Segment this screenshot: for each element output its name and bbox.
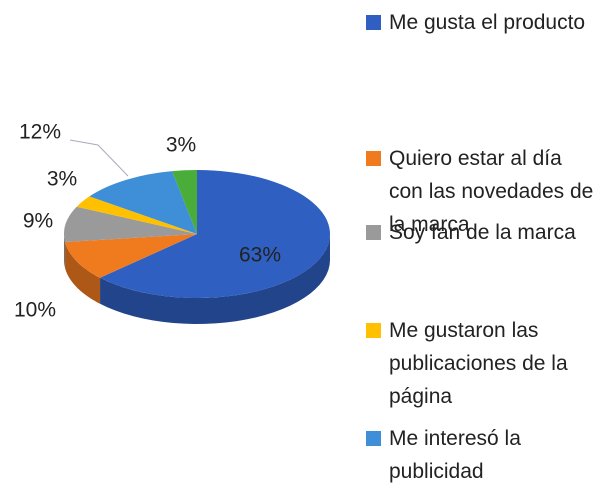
- slice-side: [64, 234, 66, 269]
- legend-label: Me gusta el producto: [389, 11, 586, 34]
- legend-swatch: [366, 323, 381, 338]
- legend-swatch: [366, 431, 381, 446]
- leader-line: [69, 139, 129, 177]
- legend-label: Quiero estar al día con las novedades de…: [389, 147, 594, 236]
- data-label: 3%: [166, 134, 196, 157]
- legend-label: Me interesó la publicidad: [389, 427, 521, 483]
- data-label: 63%: [239, 244, 281, 267]
- slice: [76, 196, 197, 234]
- legend-swatch: [366, 151, 381, 166]
- legend-label: Me gustaron las publicaciones de la pági…: [389, 319, 568, 408]
- slice: [65, 234, 198, 278]
- slice: [89, 171, 197, 234]
- legend-label: Soy fan de la marca: [389, 221, 576, 244]
- legend-swatch: [366, 225, 381, 240]
- slice-side: [100, 234, 330, 324]
- data-label: 3%: [47, 168, 77, 191]
- slice: [100, 170, 331, 298]
- data-label: 10%: [14, 299, 56, 322]
- legend-swatch: [366, 15, 381, 30]
- data-label: 9%: [23, 210, 53, 233]
- slice: [63, 206, 197, 243]
- slice-side: [65, 242, 101, 304]
- slice: [172, 170, 197, 234]
- data-label: 12%: [19, 121, 61, 144]
